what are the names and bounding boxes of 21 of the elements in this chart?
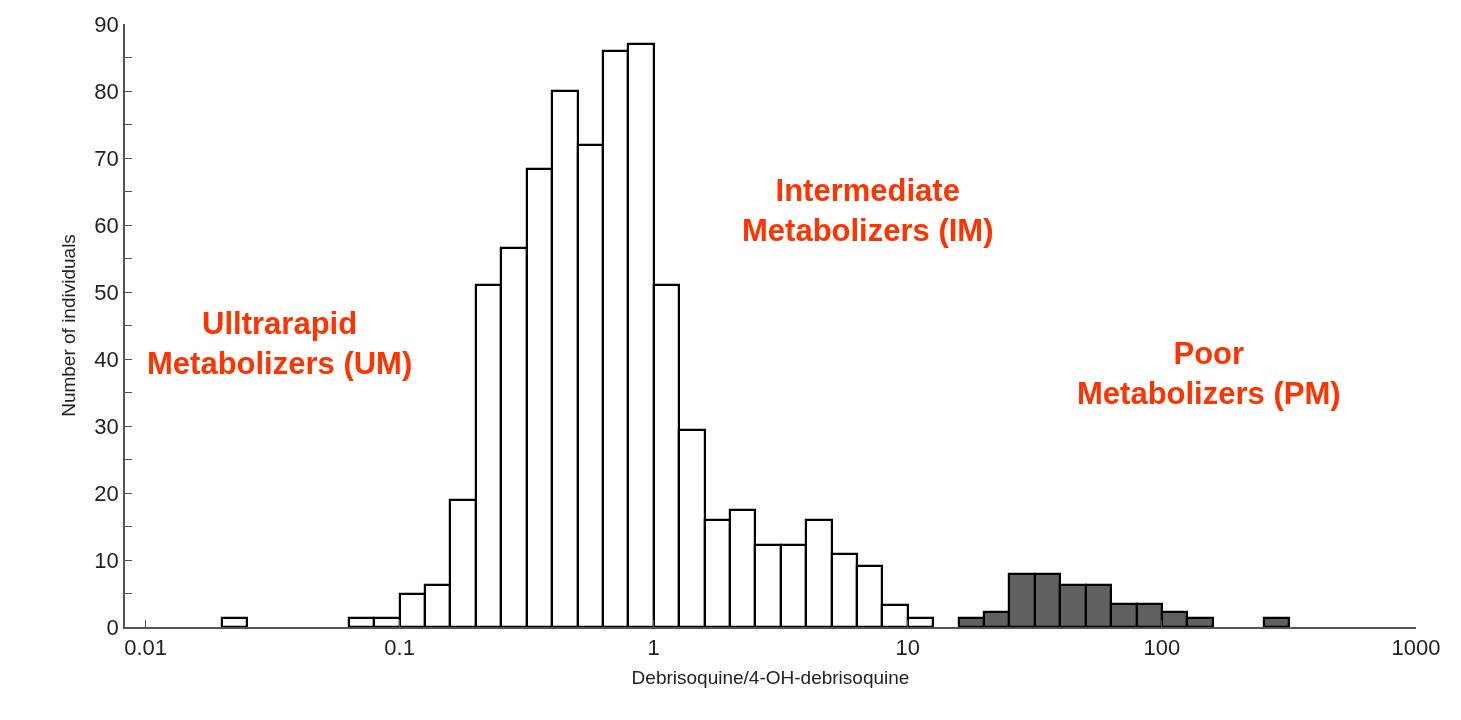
x-tick-label: 0.01 bbox=[124, 635, 167, 661]
y-tick-label: 60 bbox=[94, 212, 119, 238]
y-tick-label: 50 bbox=[94, 279, 119, 305]
y-tick-label: 0 bbox=[106, 614, 119, 640]
annotation: Poor Metabolizers (PM) bbox=[1077, 336, 1341, 412]
x-tick-label: 1 bbox=[647, 635, 660, 661]
x-tick-label: 1000 bbox=[1391, 635, 1441, 661]
y-axis-title: Number of individuals bbox=[57, 234, 79, 417]
x-tick-label: 100 bbox=[1143, 635, 1181, 661]
annotation: Intermediate Metabolizers (IM) bbox=[742, 173, 994, 249]
x-axis-title: Debrisoquine/4-OH-debrisoquine bbox=[631, 667, 910, 689]
y-tick-label: 40 bbox=[94, 346, 119, 372]
y-tick-label: 20 bbox=[94, 480, 119, 506]
y-tick-label: 90 bbox=[94, 11, 119, 37]
y-tick-label: 30 bbox=[94, 413, 119, 439]
y-tick-label: 10 bbox=[94, 547, 119, 573]
y-tick-label: 80 bbox=[94, 78, 119, 104]
x-tick-label: 10 bbox=[895, 635, 921, 661]
annotation: Ulltrarapid Metabolizers (UM) bbox=[147, 306, 413, 382]
x-tick-label: 0.1 bbox=[384, 635, 415, 661]
y-tick-label: 70 bbox=[94, 145, 119, 171]
